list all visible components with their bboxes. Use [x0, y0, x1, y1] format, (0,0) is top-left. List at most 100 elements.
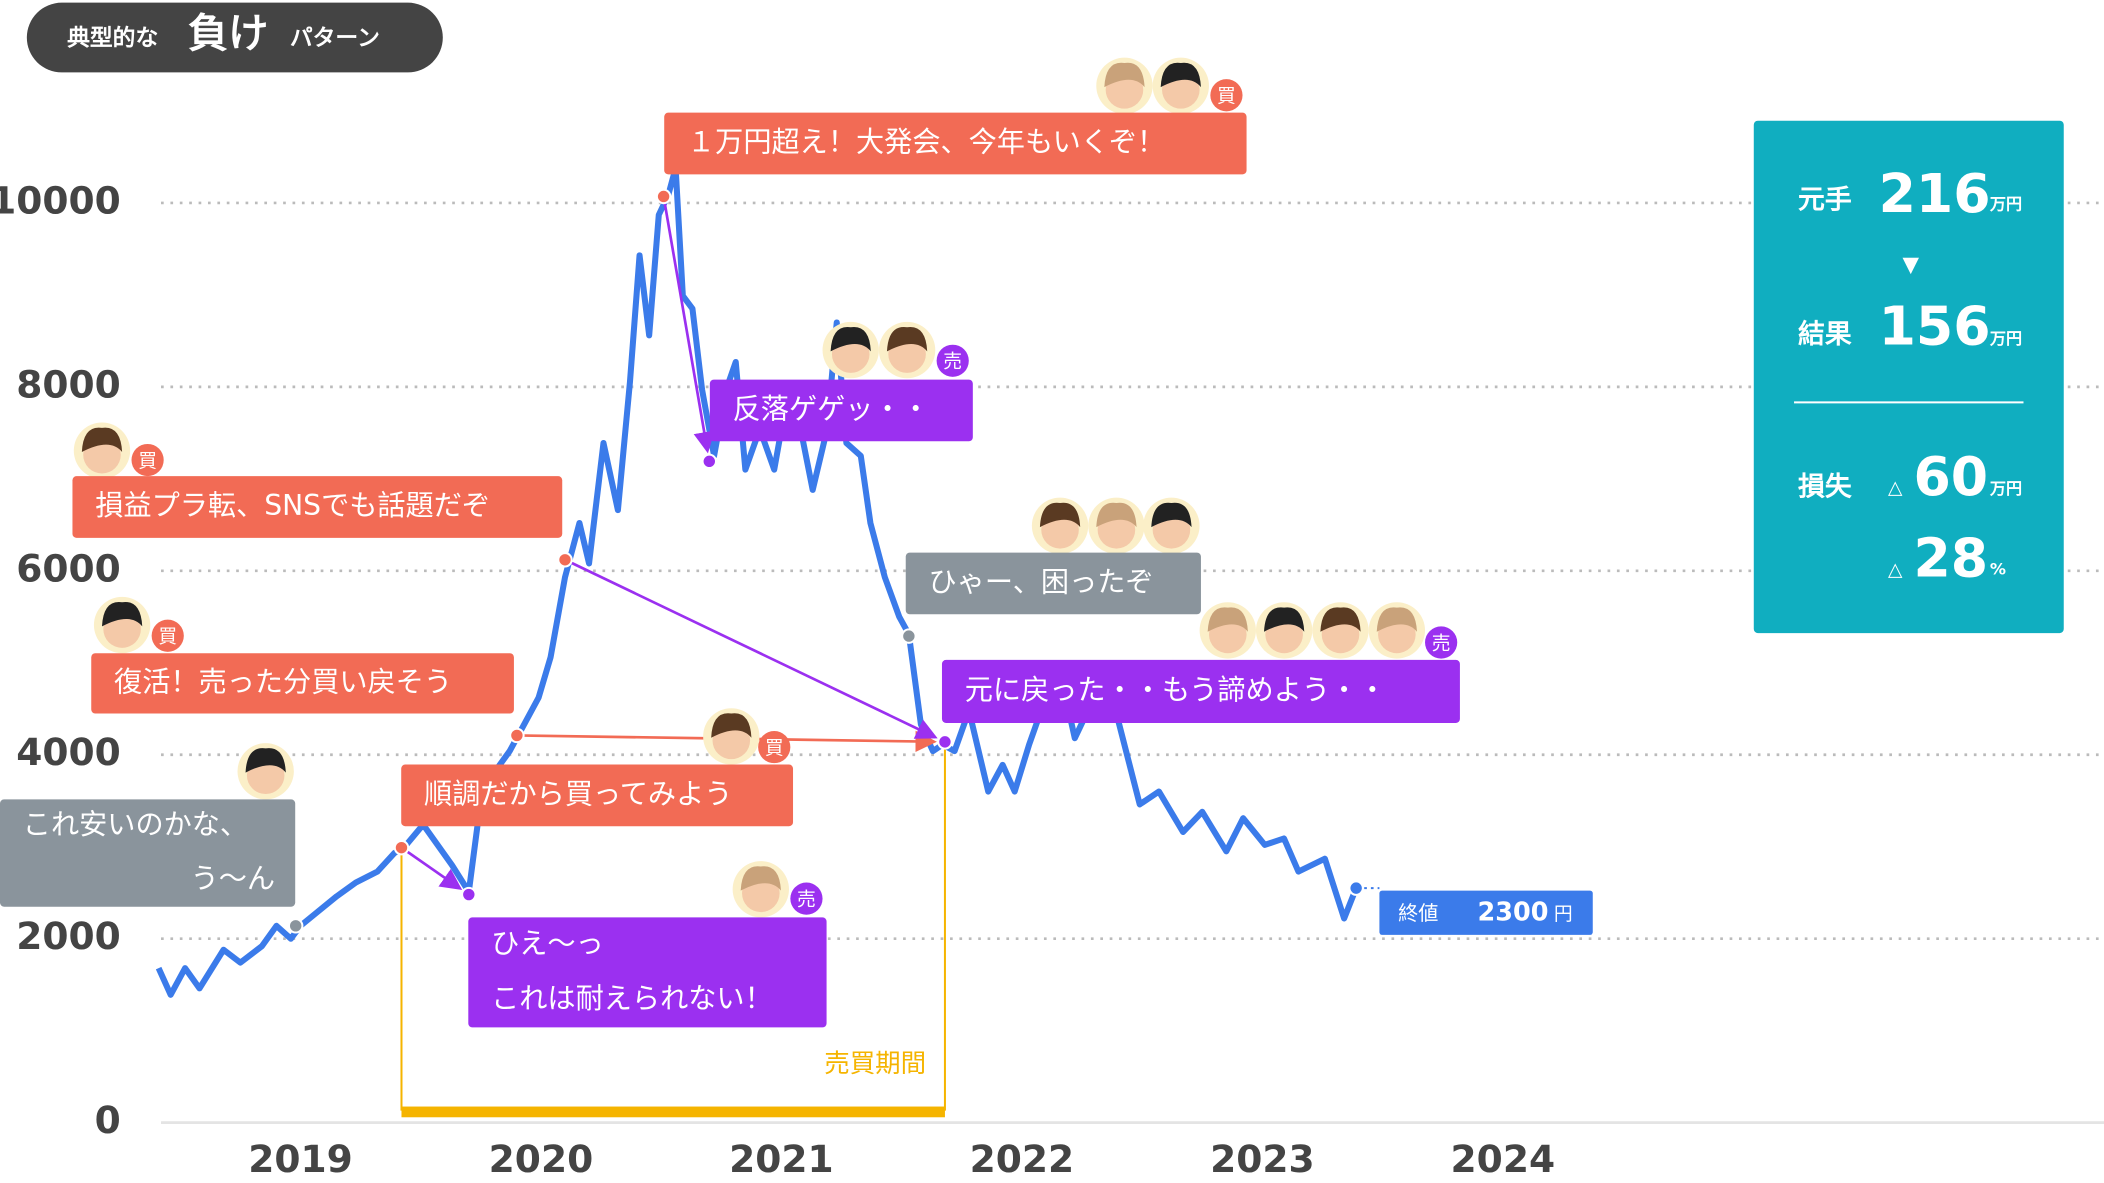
summary: 元手 216 万円 ▼ 結果 156 万円 損失 △ 60 万円 △ 28 % — [1794, 162, 2024, 590]
callout-marker — [393, 839, 410, 856]
y-tick-label: 6000 — [16, 546, 121, 590]
badge — [1210, 79, 1243, 112]
callout-text: ひゃー、困ったぞ — [929, 565, 1154, 598]
avatar-hair — [1160, 62, 1201, 88]
callout-text: う〜ん — [191, 862, 276, 895]
title-pre: 典型的な — [67, 24, 158, 51]
arrow — [564, 558, 938, 739]
callout-marker — [937, 734, 953, 750]
y-tick-label: 8000 — [16, 362, 121, 406]
y-tick-label: 10000 — [0, 178, 121, 222]
y-tick-label: 0 — [95, 1098, 121, 1142]
badge — [790, 882, 823, 915]
callout-box — [72, 476, 563, 538]
end-label: 終値 — [1398, 901, 1438, 925]
title-pill — [26, 2, 443, 73]
x-tick-label: 2022 — [970, 1137, 1075, 1181]
x-tick-label: 2024 — [1451, 1137, 1556, 1181]
callout-text: 反落ゲゲッ・・ — [733, 392, 930, 425]
badge-text: 買 — [158, 627, 177, 648]
avatar-hair — [1151, 502, 1192, 528]
x-tick-label: 2023 — [1210, 1137, 1315, 1181]
summary-unit: 万円 — [1989, 195, 2022, 214]
badge — [758, 730, 791, 764]
badge-text: 売 — [797, 888, 816, 910]
avatar-hair — [1096, 502, 1137, 528]
callout-text: 順調だから買ってみよう — [424, 777, 732, 810]
summary-sign: △ — [1888, 560, 1903, 581]
summary-unit: 万円 — [1989, 479, 2022, 498]
badge-text: 買 — [138, 451, 157, 472]
callout-text: 復活！売った分買い戻そう — [114, 665, 452, 698]
summary-arrow: ▼ — [1903, 253, 1920, 278]
end-unit: 円 — [1554, 904, 1573, 925]
callout-box — [905, 552, 1201, 615]
plot: 0 2000 4000 6000 8000 10000 2019 2020 2021 2022 20… — [0, 164, 2104, 1181]
x-tick-label: 2020 — [489, 1137, 594, 1181]
badge-text: 売 — [1432, 632, 1451, 654]
badge — [131, 443, 164, 477]
callout-marker — [655, 188, 672, 205]
callout-box — [941, 659, 1460, 723]
arrow — [400, 846, 463, 890]
badge-text: 売 — [943, 351, 962, 373]
avatar-hair — [1320, 607, 1361, 632]
avatar-hair — [1039, 502, 1081, 528]
callout-box — [468, 917, 827, 1028]
arrow — [662, 196, 715, 454]
summary-unit: 万円 — [1989, 329, 2022, 348]
badge — [151, 619, 184, 652]
badge-text: 買 — [1217, 86, 1236, 107]
callout-text: これ安いのかな、 — [23, 808, 248, 841]
x-tick-label: 2021 — [729, 1137, 834, 1181]
summary-value: 60 — [1913, 445, 1988, 508]
callout-text: 損益プラ転、SNSでも話題だぞ — [95, 489, 490, 522]
avatar-hair — [830, 327, 871, 352]
x-tick-label: 2019 — [248, 1137, 353, 1181]
callout-marker — [901, 628, 917, 644]
avatar-hair — [101, 601, 143, 627]
callout-box — [709, 379, 973, 442]
callout-marker — [509, 727, 525, 744]
callout-box — [91, 653, 514, 714]
summary-unit: % — [1990, 560, 2006, 579]
callout-box — [664, 112, 1247, 175]
title-main: 負け — [188, 11, 268, 57]
avatar-hair — [81, 427, 123, 453]
period-bar — [401, 1106, 945, 1118]
end-marker — [1348, 880, 1364, 896]
summary-sign: △ — [1888, 478, 1903, 499]
callout-text: ひえ〜っ — [491, 927, 604, 960]
callout-text: これは耐えられない！ — [491, 982, 773, 1015]
callout-marker — [701, 453, 718, 470]
avatar-hair — [711, 713, 752, 738]
summary-rate: 28 — [1913, 527, 1988, 590]
avatar-hair — [245, 748, 286, 773]
end-box — [1379, 890, 1593, 935]
y-tick-label: 2000 — [16, 914, 121, 958]
avatar-hair — [1104, 62, 1145, 88]
badge — [936, 344, 969, 377]
summary-label: 結果 — [1798, 318, 1852, 350]
badge — [1425, 626, 1458, 659]
avatar-hair — [886, 327, 928, 352]
callout-box — [401, 764, 794, 827]
avatar-hair — [1207, 607, 1248, 632]
callout-marker — [287, 918, 304, 934]
callout-marker — [557, 552, 573, 568]
callout-text: 元に戻った・・もう諦めよう・・ — [965, 673, 1387, 706]
end-value: 2300 — [1478, 897, 1549, 927]
summary-box — [1753, 120, 2064, 634]
title-post: パターン — [290, 25, 380, 51]
callout-marker — [461, 886, 477, 903]
summary-value: 216 — [1879, 162, 1991, 225]
summary-value: 156 — [1879, 295, 1991, 358]
badge-text: 買 — [765, 738, 784, 759]
avatar-hair — [1376, 607, 1417, 632]
callout-box — [0, 799, 296, 907]
summary-label: 損失 — [1798, 472, 1852, 503]
y-tick-label: 4000 — [16, 730, 121, 774]
avatar-hair — [1264, 607, 1305, 632]
summary-label: 元手 — [1798, 185, 1852, 216]
